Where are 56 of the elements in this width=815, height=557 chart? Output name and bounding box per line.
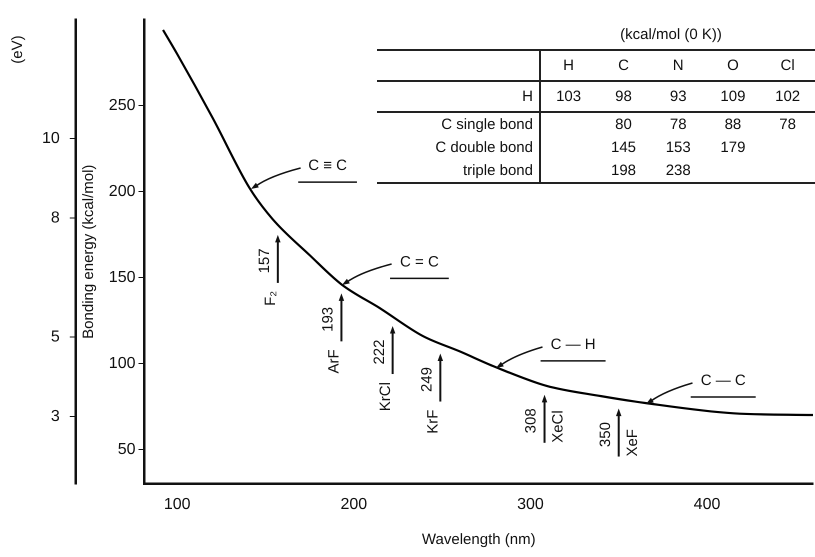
y-tick-label: 150 [108, 268, 136, 286]
y-tick-label: C double bond [377, 136, 540, 159]
y2-tick-label: 8 [50, 209, 60, 226]
y-tick-label: triple bond [377, 159, 540, 183]
x-tick-label: N [650, 50, 706, 81]
annotation: XeF [624, 429, 641, 457]
x-tick-label: O [706, 50, 760, 81]
y-axis-title: Bonding energy (kcal/mol) [80, 164, 97, 339]
annotation: XeCl [550, 410, 567, 443]
annotation: KrF [424, 410, 442, 434]
data-label: 80 [614, 115, 633, 135]
y-tick-label: C single bond [377, 112, 540, 136]
annotation: 222 [370, 340, 388, 365]
data-label: 93 [650, 81, 706, 112]
annotation: C ≡ C [308, 157, 348, 174]
x-axis-title: Wavelength (nm) [422, 531, 536, 548]
annotation: KrCl [376, 382, 394, 412]
data-label: 102 [760, 81, 815, 112]
x-tick-label: 300 [517, 496, 544, 513]
y-tick-label: 200 [108, 182, 136, 200]
data-label: 78 [778, 115, 797, 135]
annotation: 308 [522, 408, 540, 434]
y2-tick-label: 3 [50, 408, 60, 425]
y-tick-label: H [377, 81, 540, 112]
y2-axis-title: (eV) [9, 35, 26, 64]
annotation: C = C [400, 254, 439, 271]
data-label: 238 [650, 159, 706, 183]
data-label: 198 [596, 159, 651, 183]
data-label: 98 [596, 81, 651, 112]
annotation: ArF [326, 349, 343, 374]
x-tick-label: C [596, 50, 651, 81]
data-label: 109 [706, 81, 760, 112]
chart-title: (kcal/mol (0 K)) [619, 26, 723, 43]
annotation: F₂ [262, 290, 279, 306]
data-label: 78 [668, 115, 688, 135]
annotation: 350 [596, 422, 614, 448]
data-label: 145 [610, 138, 638, 158]
annotation: 193 [320, 306, 337, 332]
y2-tick-label: 10 [42, 130, 60, 148]
annotation: 157 [256, 248, 273, 274]
annotation: 249 [418, 367, 436, 392]
y-tick-label: 100 [108, 354, 136, 372]
data-label: 103 [540, 81, 596, 112]
x-tick-label: H [540, 50, 596, 81]
x-tick-label: 400 [694, 496, 720, 513]
x-tick-label: 200 [340, 496, 368, 513]
annotation: C — C [700, 372, 746, 390]
annotation: C — H [550, 336, 596, 354]
data-label: 153 [664, 138, 692, 158]
data-label: 179 [719, 138, 746, 158]
x-tick-label: Cl [760, 50, 815, 81]
y-tick-label: 250 [108, 96, 136, 114]
y-tick-label: 50 [118, 440, 136, 458]
data-label: 88 [724, 115, 742, 135]
x-tick-label: 100 [164, 496, 191, 513]
y2-tick-label: 5 [50, 328, 60, 346]
